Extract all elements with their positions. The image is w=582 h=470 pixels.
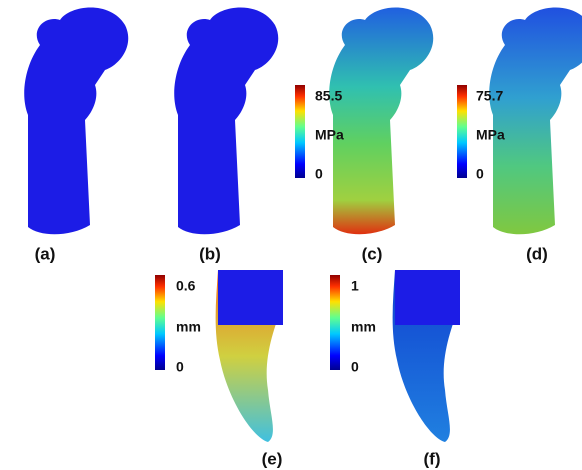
colorbar-min: 0 bbox=[176, 359, 184, 375]
colorbar-min: 0 bbox=[351, 359, 359, 375]
colorbar-max: 0.6 bbox=[176, 278, 196, 294]
colorbar-min: 0 bbox=[315, 166, 323, 182]
stem-cap bbox=[395, 270, 460, 325]
colorbar bbox=[295, 85, 305, 178]
colorbar-max: 1 bbox=[351, 278, 359, 294]
femur-stress bbox=[489, 8, 582, 235]
panel-label: (d) bbox=[526, 244, 548, 263]
colorbar-unit: mm bbox=[176, 319, 201, 335]
figure: (a) (b) (c) (d) (e) (f) 85.5 MPa 0 75.7 … bbox=[0, 0, 582, 470]
femur-model bbox=[24, 8, 128, 235]
colorbar-unit: MPa bbox=[315, 127, 344, 143]
stem-cap bbox=[218, 270, 283, 325]
colorbar bbox=[457, 85, 467, 178]
panel-label: (b) bbox=[199, 244, 221, 263]
colorbar bbox=[155, 275, 165, 370]
colorbar-min: 0 bbox=[476, 166, 484, 182]
colorbar bbox=[330, 275, 340, 370]
colorbar-max: 75.7 bbox=[476, 88, 503, 104]
femur-model bbox=[174, 8, 278, 235]
femur-stress bbox=[329, 8, 433, 235]
colorbar-unit: mm bbox=[351, 319, 376, 335]
panel-label: (f) bbox=[424, 449, 441, 468]
colorbar-unit: MPa bbox=[476, 127, 505, 143]
colorbar-max: 85.5 bbox=[315, 88, 342, 104]
panel-label: (a) bbox=[35, 244, 56, 263]
panel-label: (e) bbox=[262, 449, 283, 468]
panel-label: (c) bbox=[362, 244, 383, 263]
